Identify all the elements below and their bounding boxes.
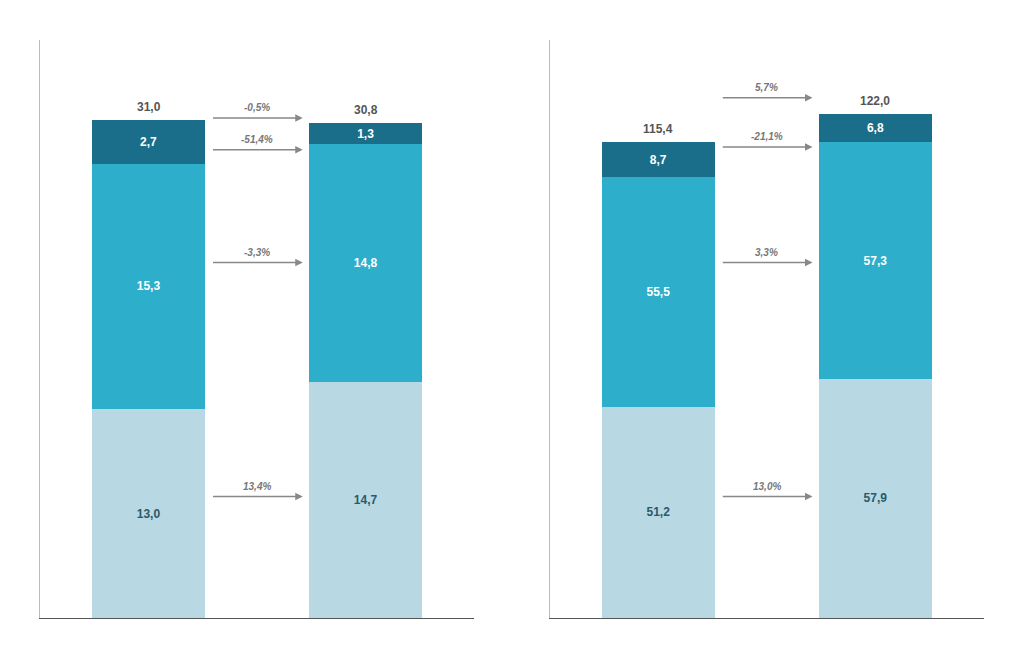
svg-text:1,3: 1,3	[357, 127, 374, 141]
svg-text:14,7: 14,7	[354, 493, 378, 507]
svg-text:122,0: 122,0	[860, 94, 890, 108]
svg-text:13,0%: 13,0%	[753, 481, 781, 492]
svg-text:6,8: 6,8	[867, 121, 884, 135]
svg-text:-0,5%: -0,5%	[244, 102, 270, 113]
svg-text:8,7: 8,7	[650, 153, 667, 167]
svg-text:2,7: 2,7	[140, 135, 157, 149]
svg-text:-21,1%: -21,1%	[751, 131, 783, 142]
svg-text:115,4: 115,4	[643, 122, 673, 136]
svg-text:13,4%: 13,4%	[243, 481, 271, 492]
svg-text:13,0: 13,0	[137, 507, 161, 521]
svg-text:-3,3%: -3,3%	[244, 247, 270, 258]
svg-text:30,8: 30,8	[354, 103, 378, 117]
svg-text:57,3: 57,3	[864, 254, 888, 268]
svg-text:15,3: 15,3	[137, 279, 161, 293]
svg-text:31,0: 31,0	[137, 100, 161, 114]
svg-text:57,9: 57,9	[864, 491, 888, 505]
svg-text:14,8: 14,8	[354, 256, 378, 270]
svg-text:51,2: 51,2	[646, 505, 670, 519]
svg-text:3,3%: 3,3%	[755, 247, 778, 258]
svg-text:-51,4%: -51,4%	[241, 134, 273, 145]
svg-text:55,5: 55,5	[646, 285, 670, 299]
svg-text:5,7%: 5,7%	[755, 82, 778, 93]
